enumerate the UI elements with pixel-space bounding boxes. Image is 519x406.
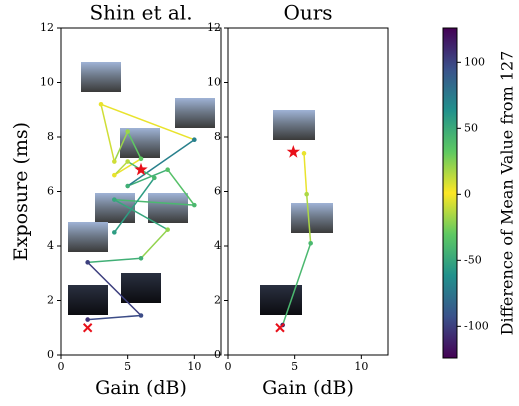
thumbnail <box>81 62 121 92</box>
y-tick-label: 2 <box>214 294 221 307</box>
trajectory-point <box>85 260 90 265</box>
start-marker <box>276 324 284 332</box>
y-tick-label: 4 <box>47 239 54 252</box>
trajectory-point <box>99 102 104 107</box>
trajectory-point <box>125 129 130 134</box>
trajectory-point <box>112 173 117 178</box>
trajectory-point <box>302 151 307 156</box>
trajectory-point <box>112 159 117 164</box>
trajectory-point <box>165 167 170 172</box>
x-axis-label: Gain (dB) <box>95 377 187 399</box>
trajectory-point <box>125 184 130 189</box>
trajectory-point <box>125 159 130 164</box>
thumbnail <box>148 193 188 223</box>
trajectory-point <box>112 197 117 202</box>
colorbar-tick-label: -50 <box>464 253 482 266</box>
trajectory-segment <box>304 153 307 194</box>
panel-title: Shin et al. <box>89 1 192 25</box>
colorbar-tick-label: 100 <box>464 55 485 68</box>
trajectory-segment <box>88 258 141 262</box>
trajectory-segment <box>88 315 141 319</box>
trajectory-point <box>139 157 144 162</box>
thumbnail <box>260 285 302 315</box>
end-marker <box>287 145 300 158</box>
y-tick-label: 8 <box>47 130 54 143</box>
colorbar-tick-label: 0 <box>464 187 471 200</box>
axes-frame <box>228 28 388 355</box>
trajectory-point <box>85 317 90 322</box>
x-tick-label: 0 <box>225 360 232 373</box>
thumbnail <box>68 285 108 315</box>
panel-title: Ours <box>283 1 332 25</box>
thumbnail <box>68 222 108 252</box>
trajectory-point <box>139 256 144 261</box>
y-tick-label: 6 <box>214 185 221 198</box>
y-tick-label: 12 <box>207 21 221 34</box>
trajectory-segment <box>101 104 114 161</box>
y-tick-label: 6 <box>47 185 54 198</box>
y-axis-label: Exposure (ms) <box>10 122 32 261</box>
trajectory-point <box>192 137 197 142</box>
x-tick-label: 5 <box>124 360 131 373</box>
colorbar <box>443 28 457 358</box>
x-tick-label: 0 <box>58 360 65 373</box>
trajectory-segment <box>141 230 168 259</box>
x-tick-label: 5 <box>291 360 298 373</box>
trajectory-point <box>152 176 157 181</box>
y-tick-label: 0 <box>214 348 221 361</box>
thumbnail <box>121 273 161 303</box>
thumbnail <box>291 203 333 233</box>
trajectory-point <box>308 241 313 246</box>
colorbar-tick-label: 50 <box>464 121 478 134</box>
thumbnail <box>273 110 315 140</box>
x-tick-label: 10 <box>354 360 368 373</box>
start-marker <box>84 324 92 332</box>
trajectory-point <box>304 192 309 197</box>
x-tick-label: 10 <box>187 360 201 373</box>
colorbar-tick-label: -100 <box>464 319 489 332</box>
y-tick-label: 12 <box>40 21 54 34</box>
y-tick-label: 2 <box>47 294 54 307</box>
trajectory-point <box>112 230 117 235</box>
y-tick-label: 4 <box>214 239 221 252</box>
y-tick-label: 0 <box>47 348 54 361</box>
y-tick-label: 10 <box>207 76 221 89</box>
x-axis-label: Gain (dB) <box>262 377 354 399</box>
figure: Shin et al.Gain (dB)Exposure (ms)0510024… <box>0 0 519 406</box>
trajectory-point <box>165 227 170 232</box>
thumbnail <box>175 98 215 128</box>
y-tick-label: 10 <box>40 76 54 89</box>
thumbnails <box>68 62 333 315</box>
y-tick-label: 8 <box>214 130 221 143</box>
colorbar-label: Difference of Mean Value from 127 <box>498 51 517 336</box>
trajectory-point <box>139 313 144 318</box>
trajectory-point <box>192 203 197 208</box>
